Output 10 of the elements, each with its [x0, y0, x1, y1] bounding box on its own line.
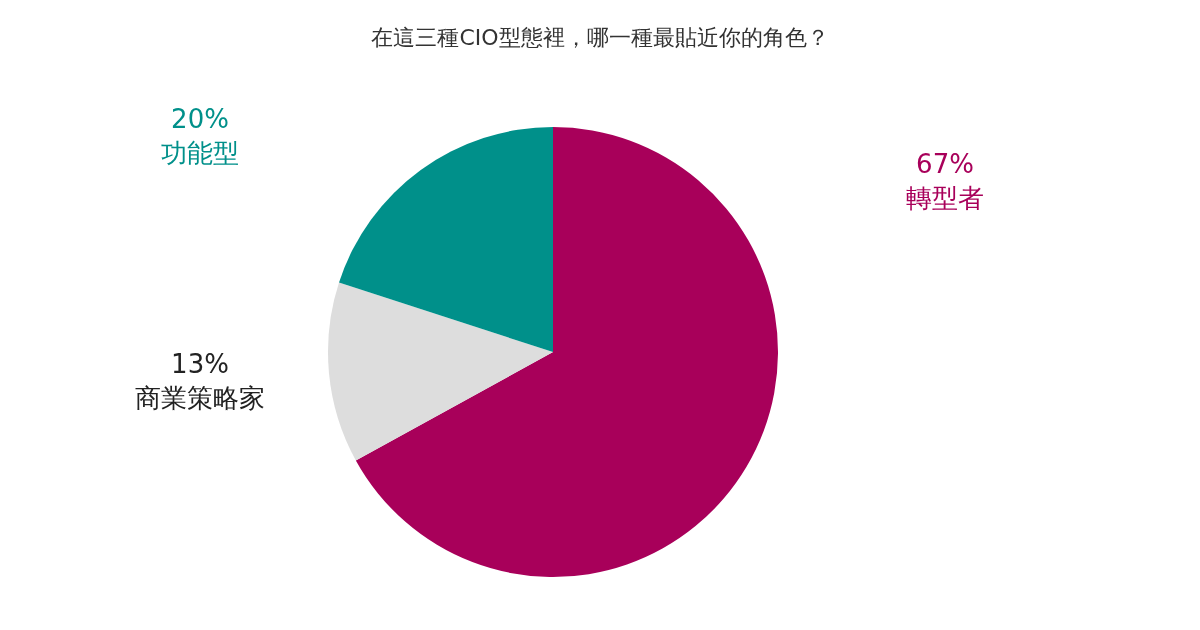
- slice-label: 商業策略家: [135, 383, 265, 413]
- pie-slice: [328, 282, 553, 461]
- data-label: 13%: [171, 349, 229, 379]
- data-label: 67%: [916, 149, 974, 179]
- chart-title: 在這三種CIO型態裡，哪一種最貼近你的角色？: [371, 25, 829, 50]
- pie-slice: [339, 127, 553, 352]
- data-label: 20%: [171, 104, 229, 134]
- slice-label: 功能型: [161, 138, 239, 168]
- slice-label: 轉型者: [906, 183, 984, 213]
- pie-slice: [355, 127, 778, 577]
